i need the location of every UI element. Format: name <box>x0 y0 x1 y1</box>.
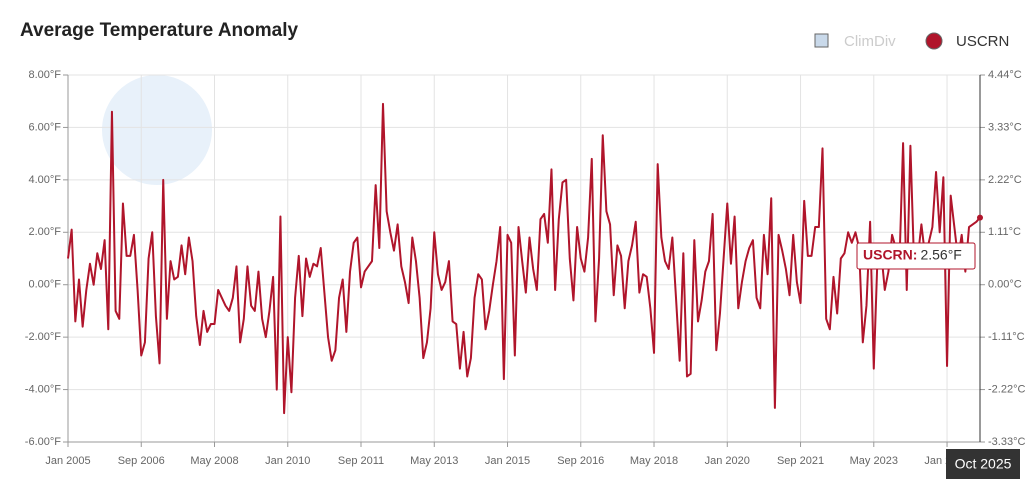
x-tick-label: May 2013 <box>410 455 458 467</box>
x-tick-label: Jan 2005 <box>45 455 90 467</box>
y2-tick-label: 2.22°C <box>988 174 1022 186</box>
y-tick-label: -4.00°F <box>25 383 61 395</box>
chart-title: Average Temperature Anomaly <box>20 20 298 41</box>
x-tick-label: Sep 2016 <box>557 455 604 467</box>
y-tick-label: 8.00°F <box>28 69 61 81</box>
y2-tick-label: 4.44°C <box>988 69 1022 81</box>
legend-swatch <box>814 33 829 48</box>
x-tick-label: Jan 2015 <box>485 455 530 467</box>
x-tick-label: Sep 2011 <box>338 455 384 467</box>
x-tick-label: May 2018 <box>630 455 678 467</box>
y-tick-label: -2.00°F <box>25 331 61 343</box>
y2-tick-label: 0.00°C <box>988 279 1022 291</box>
crosshair-label-box <box>946 449 1020 479</box>
y2-tick-label: -3.33°C <box>988 436 1025 448</box>
legend-label[interactable]: USCRN <box>956 33 1009 50</box>
y2-tick-label: -1.11°C <box>988 331 1025 343</box>
y-tick-label: 6.00°F <box>28 121 61 133</box>
data-line <box>67 102 981 415</box>
tooltip-name: USCRN: <box>863 247 917 263</box>
legend-label[interactable]: ClimDiv <box>844 33 896 50</box>
tooltip-box <box>856 242 976 270</box>
x-tick-label: May 2008 <box>190 455 238 467</box>
y2-tick-label: 1.11°C <box>988 226 1021 238</box>
legend-swatch <box>925 32 943 50</box>
logo-watermark <box>102 75 212 185</box>
y-tick-label: 0.00°F <box>28 279 61 291</box>
x-tick-label: Jan 2010 <box>265 455 310 467</box>
x-tick-label: Jan 2020 <box>705 455 750 467</box>
y2-tick-label: -2.22°C <box>988 383 1025 395</box>
x-tick-label: Sep 2006 <box>118 455 165 467</box>
x-tick-label: Sep 2021 <box>777 455 824 467</box>
y2-tick-label: 3.33°C <box>988 121 1022 133</box>
crosshair-label: Oct 2025 <box>955 456 1012 472</box>
hover-point <box>977 214 983 221</box>
y-tick-label: 2.00°F <box>28 226 61 238</box>
legend: ClimDiv USCRN <box>814 32 1009 50</box>
tooltip-value: 2.56°F <box>920 247 961 263</box>
y-tick-label: 4.00°F <box>28 174 61 186</box>
x-tick-label: May 2023 <box>850 455 898 467</box>
y-tick-label: -6.00°F <box>25 436 61 448</box>
